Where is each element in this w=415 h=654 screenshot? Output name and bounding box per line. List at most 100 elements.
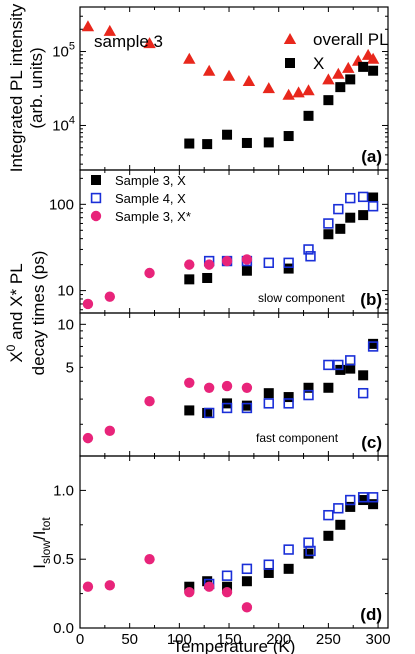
data-point [368,499,379,510]
data-point [345,494,356,506]
data-point [367,492,379,503]
data-point [358,210,369,221]
data-point [283,398,294,409]
data-point [283,544,294,555]
data-point [283,392,294,403]
legend-marker-overall-pl [283,33,297,44]
data-point [184,259,195,270]
panel-a-label: (a) [361,147,382,166]
data-point [82,298,94,310]
data-point [203,382,215,393]
data-point [263,559,274,570]
data-point [203,259,215,270]
data-point [323,95,334,106]
y-tick-label: 0.5 [53,551,74,568]
panel-c-frame [79,312,389,457]
y-tick-label: 10 [57,316,74,333]
y-tick-label: 104 [52,114,75,134]
data-point [283,263,294,274]
data-point [184,274,195,285]
data-point [221,402,233,414]
data-point [302,84,315,96]
data-point [184,581,195,592]
data-point [221,570,233,581]
data-point [368,338,379,349]
data-point [103,24,117,36]
sample-annotation: sample 3 [94,32,163,51]
y-tick-label: 5 [66,359,74,376]
data-point [221,255,233,267]
legend-label-overall-pl: overall PL [313,30,389,49]
data-point [357,191,369,203]
data-point [222,69,236,81]
data-point [241,576,252,587]
data-point [322,73,335,85]
y-tick-label: 100 [49,196,74,213]
data-point [184,405,195,416]
data-point [184,587,195,598]
y-tick-label: 10 [57,283,74,300]
data-point [345,501,356,512]
data-point [241,254,253,265]
data-point [358,495,369,506]
data-point [144,554,155,565]
legend-label: Sample 3, X [115,173,186,188]
legend-label: Sample 3, X* [115,209,191,224]
y-tick-label: 0.0 [53,620,74,637]
legend-label-x: X [313,54,324,73]
data-point [241,402,253,414]
panel-c-label: (c) [361,433,382,452]
data-point [332,67,345,79]
data-point [303,382,314,393]
data-point [241,265,252,276]
data-point [183,52,196,64]
data-point [303,244,314,255]
data-point [241,137,252,148]
data-point [333,203,344,215]
data-point [263,398,274,409]
data-point [263,567,274,578]
data-point [367,201,379,212]
data-point [241,382,253,393]
data-point [367,341,379,352]
data-point [184,377,195,389]
data-point [221,587,233,598]
legend-marker-x [285,58,295,68]
x-tick-label: 150 [217,631,242,648]
data-point [202,407,213,418]
y-axis-label-d: Islow/Itot [30,517,53,569]
data-point [144,267,155,279]
data-point [368,65,379,76]
data-point [202,64,216,76]
x-tick-label: 200 [266,631,291,648]
data-point [303,389,314,401]
data-point [335,223,346,234]
legend-label: Sample 4, X [115,191,186,206]
data-point [81,20,95,32]
y-axis-label-bc: X0 and X* PL decay times (ps) [4,251,48,376]
data-point [283,257,294,269]
data-point [144,396,155,407]
data-point [292,86,305,98]
data-point [345,74,356,85]
data-point [241,400,252,411]
data-point [222,129,233,140]
y-tick-label: 105 [52,41,75,61]
data-point [104,291,116,302]
data-point [202,576,213,587]
data-point [335,82,346,93]
data-point [262,82,275,94]
data-point [104,580,116,591]
x-tick-label: 300 [366,631,391,648]
data-point [345,363,356,374]
x-tick-label: 250 [316,631,341,648]
data-point [323,359,334,371]
legend-marker [90,192,102,204]
x-tick-label: 0 [76,631,84,648]
data-point [263,388,274,399]
data-point [303,548,314,559]
x-tick-label: 100 [167,631,192,648]
data-point [323,530,334,541]
data-point [242,74,256,86]
